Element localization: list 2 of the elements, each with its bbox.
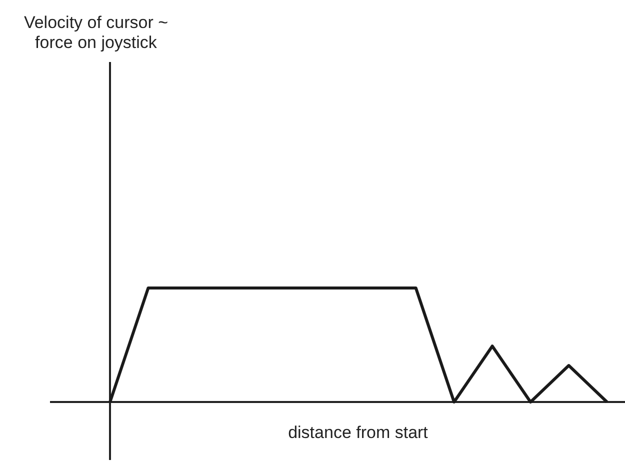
text: Velocity of cursor ~ force on joystick	[24, 13, 168, 52]
x-axis-title: distance from start	[288, 423, 428, 442]
